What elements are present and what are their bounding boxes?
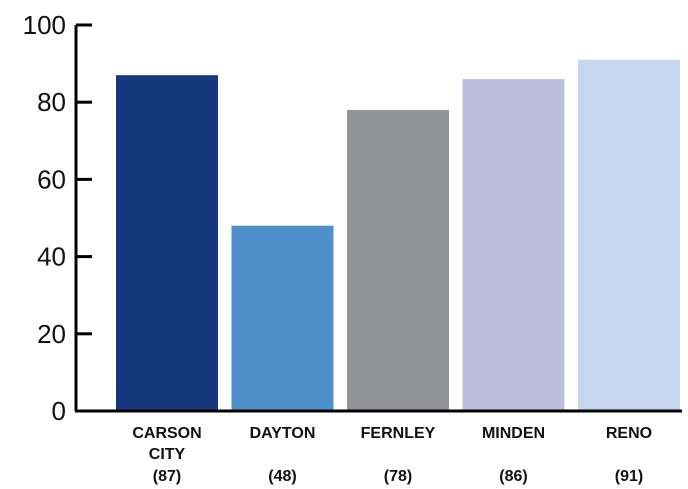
x-category-label: RENO bbox=[606, 425, 652, 442]
bar bbox=[462, 79, 565, 411]
x-value-label: (87) bbox=[153, 468, 181, 485]
y-tick-label: 20 bbox=[37, 319, 66, 349]
x-value-label: (86) bbox=[499, 468, 527, 485]
y-axis: 0 20 40 60 80 100 bbox=[23, 10, 92, 426]
x-value-label: (78) bbox=[384, 468, 412, 485]
y-tick-label: 100 bbox=[23, 10, 66, 40]
bar bbox=[231, 225, 334, 411]
x-category-label: CITY bbox=[149, 446, 186, 463]
bars bbox=[116, 59, 680, 412]
bar bbox=[116, 75, 218, 412]
bar bbox=[578, 59, 680, 412]
y-tick-label: 60 bbox=[37, 164, 66, 194]
x-value-label: (91) bbox=[615, 468, 643, 485]
x-labels: CARSON CITY (87) DAYTON (48) FERNLEY (78) MINDE… bbox=[132, 425, 652, 485]
x-value-label: (48) bbox=[268, 468, 296, 485]
x-category-label: DAYTON bbox=[250, 425, 316, 442]
bar bbox=[347, 109, 449, 412]
y-tick-label: 0 bbox=[52, 396, 66, 426]
x-category-label: CARSON bbox=[132, 425, 201, 442]
x-category-label: MINDEN bbox=[482, 425, 545, 442]
y-tick-label: 80 bbox=[37, 87, 66, 117]
y-tick-label: 40 bbox=[37, 242, 66, 272]
x-category-label: FERNLEY bbox=[361, 425, 436, 442]
